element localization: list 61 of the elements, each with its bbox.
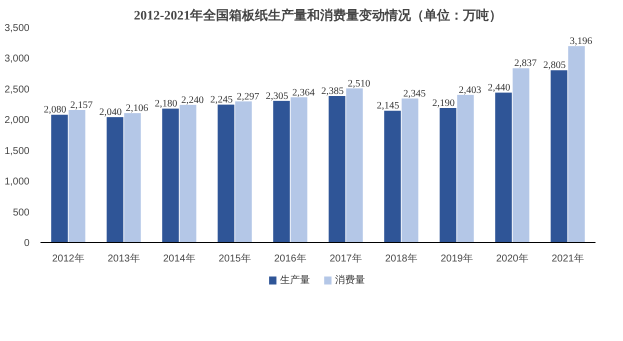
y-tick-label: 3,500 — [4, 23, 30, 34]
x-tick-label: 2016年 — [274, 252, 306, 264]
x-tick-label: 2017年 — [330, 252, 362, 264]
data-label: 2,080 — [44, 104, 66, 116]
bar — [568, 46, 585, 242]
data-label: 2,403 — [458, 84, 482, 96]
data-label: 2,297 — [236, 91, 260, 102]
x-tick-label: 2015年 — [218, 252, 251, 264]
bar — [51, 114, 68, 242]
data-label: 2,305 — [266, 90, 288, 102]
x-tick-label: 2014年 — [163, 252, 196, 264]
legend-label: 消费量 — [335, 274, 366, 286]
data-label: 2,190 — [432, 98, 455, 109]
bar — [124, 113, 141, 242]
bar — [495, 92, 512, 242]
y-tick-label: 2,500 — [4, 84, 30, 96]
data-label: 3,196 — [570, 36, 592, 48]
bar — [346, 88, 363, 242]
data-label: 2,157 — [70, 100, 93, 111]
data-label: 2,040 — [99, 107, 122, 118]
bar — [402, 98, 418, 242]
data-label: 2,364 — [292, 87, 315, 98]
bar — [180, 104, 196, 242]
chart-title: 2012-2021年全国箱板纸生产量和消费量变动情况（单位：万吨） — [134, 8, 502, 22]
bar — [384, 110, 401, 242]
y-tick-label: 1,000 — [4, 176, 30, 188]
data-label: 2,510 — [348, 78, 370, 90]
data-label: 2,145 — [376, 100, 400, 112]
data-label: 2,837 — [514, 58, 537, 70]
bar — [273, 100, 290, 242]
legend-label: 生产量 — [280, 274, 310, 286]
y-tick-label: 3,000 — [4, 54, 30, 65]
y-tick-label: 0 — [24, 238, 30, 249]
y-tick-label: 1,500 — [4, 146, 30, 157]
y-tick-label: 2,000 — [4, 115, 30, 126]
bar — [235, 101, 252, 242]
bar — [440, 108, 456, 242]
x-tick-label: 2012年 — [52, 252, 84, 264]
x-tick-label: 2013年 — [108, 252, 140, 264]
bar — [457, 94, 474, 242]
data-label: 2,805 — [543, 60, 566, 72]
y-tick-label: 500 — [12, 207, 30, 218]
data-label: 2,180 — [154, 98, 178, 110]
data-label: 2,240 — [181, 94, 204, 106]
data-label: 2,385 — [321, 86, 344, 97]
bar — [106, 117, 124, 242]
bar — [550, 70, 568, 242]
x-tick-label: 2018年 — [385, 252, 418, 264]
x-tick-label: 2021年 — [552, 252, 584, 264]
bar — [68, 110, 86, 242]
bar — [512, 68, 530, 242]
data-label: 2,245 — [210, 94, 233, 106]
bar — [290, 97, 308, 242]
x-tick-label: 2019年 — [440, 252, 473, 264]
x-tick-label: 2020年 — [496, 252, 528, 264]
data-label: 2,345 — [403, 88, 426, 100]
bar — [162, 108, 179, 242]
bar — [218, 104, 234, 242]
data-label: 2,440 — [488, 82, 510, 94]
data-label: 2,106 — [126, 103, 148, 114]
bar — [328, 96, 346, 242]
